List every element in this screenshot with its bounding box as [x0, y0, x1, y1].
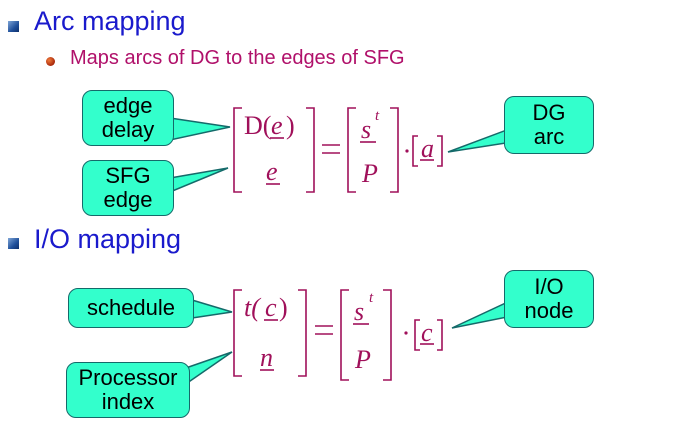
eq1-vector: a	[421, 134, 434, 163]
callout-tail	[191, 298, 233, 319]
eq2-lhs-bottom: n	[260, 343, 273, 372]
callout-line: arc	[533, 124, 565, 149]
callout-line: SFG	[105, 163, 151, 188]
eq2-lhs-top-var: c	[265, 293, 277, 322]
callout-line: delay	[101, 117, 155, 142]
eq1-rhs-top-sup: t	[375, 108, 380, 124]
io-mapping-equation	[233, 289, 443, 381]
dot-operator	[404, 331, 408, 335]
eq1-lhs-bottom: e	[266, 157, 278, 186]
callout-line: Processor	[78, 365, 178, 390]
matrix-bracket-left	[233, 289, 242, 377]
vector-bracket-right	[437, 135, 443, 167]
callout-tail	[169, 167, 229, 194]
callout-tail	[451, 298, 513, 329]
callout-tail	[169, 117, 231, 141]
section-heading-arc-mapping: Arc mapping	[34, 6, 186, 36]
eq1-rhs-top: s	[361, 115, 371, 144]
callout-io-node: I/O node	[504, 270, 594, 328]
section-heading-io-mapping: I/O mapping	[34, 224, 182, 254]
matrix-bracket-right	[298, 289, 307, 377]
matrix-bracket-left	[233, 107, 242, 193]
callout-line: index	[101, 389, 155, 414]
callout-processor-index: Processor index	[66, 362, 190, 418]
callout-line: edge	[103, 187, 153, 212]
eq1-lhs-top-part2: )	[286, 111, 295, 140]
sub-bullet-icon	[46, 57, 55, 66]
callout-edge-delay: edge delay	[82, 90, 174, 146]
matrix-bracket-right	[383, 289, 392, 381]
matrix-bracket-left	[347, 107, 356, 193]
matrix-bracket-left	[340, 289, 349, 381]
callout-line: I/O	[534, 274, 564, 299]
dot-operator	[405, 149, 409, 153]
callout-schedule: schedule	[68, 288, 194, 328]
heading-bullet-icon	[8, 238, 19, 249]
vector-bracket-left	[412, 135, 418, 167]
callout-line: DG	[532, 100, 566, 125]
matrix-bracket-right	[390, 107, 399, 193]
callout-dg-arc: DG arc	[504, 96, 594, 154]
eq2-vector: c	[421, 318, 433, 347]
arc-mapping-equation	[233, 107, 443, 193]
eq2-lhs-top-part2: )	[279, 293, 288, 322]
eq2-rhs-top-sup: t	[369, 290, 374, 306]
callout-sfg-edge: SFG edge	[82, 160, 174, 216]
arc-mapping-description: Maps arcs of DG to the edges of SFG	[70, 47, 405, 69]
eq2-rhs-top: s	[354, 297, 364, 326]
callout-line: node	[524, 298, 574, 323]
eq2-rhs-bottom: P	[354, 345, 371, 374]
callout-line: schedule	[86, 295, 176, 320]
eq1-rhs-bottom: P	[361, 159, 378, 188]
eq1-lhs-top-part1: D(	[244, 111, 271, 140]
matrix-bracket-right	[306, 107, 315, 193]
eq1-lhs-top-var: e	[271, 111, 283, 140]
heading-bullet-icon	[8, 21, 19, 32]
vector-bracket-right	[437, 319, 443, 351]
callout-line: edge	[103, 93, 153, 118]
callout-tail	[447, 126, 513, 153]
eq2-lhs-top-part1: t(	[244, 293, 261, 322]
vector-bracket-left	[414, 319, 420, 351]
